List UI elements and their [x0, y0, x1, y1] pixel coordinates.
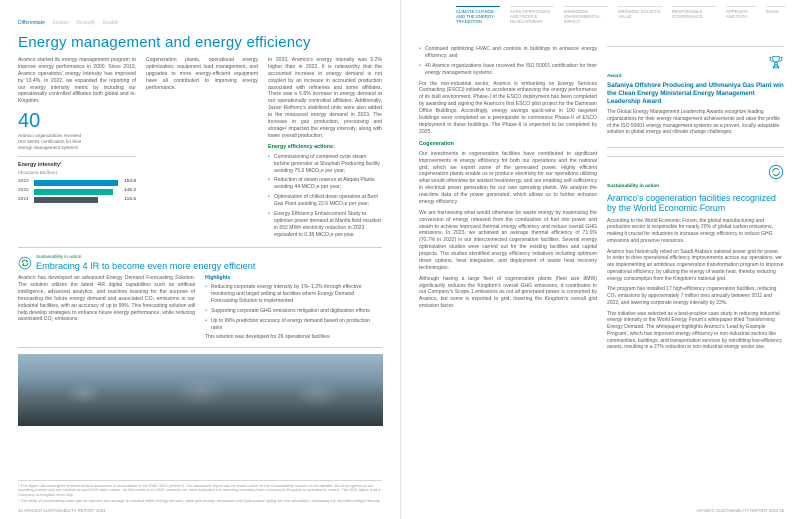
cog-para-3: Although having a large fleet of cogener…: [419, 276, 597, 310]
bar-val-2021: 116.6: [124, 197, 136, 203]
intro-columns: Aramco started its energy management pro…: [18, 57, 382, 241]
wef-p2: Aramco has historically relied on Saudi …: [607, 249, 784, 283]
crumb-diversify: Diversify: [76, 20, 95, 26]
intro-para-1: Aramco started its energy management pro…: [18, 57, 136, 105]
eff-bullet: Energy Efficiency Enhancement Study to o…: [274, 211, 382, 239]
footnote-2: ² The utility of compressing sales gas f…: [18, 499, 382, 504]
energy-intensity-chart: 2023 153.8 2022 146.2 2021 116.6: [18, 179, 136, 203]
page-title: Energy management and energy efficiency: [18, 33, 382, 53]
tab-basis[interactable]: BASIS: [766, 6, 786, 24]
eff-bullet: Commissioning of combined cycle steam tu…: [274, 154, 382, 175]
intro-para-3: In 2023, Aramco's energy intensity was 5…: [268, 57, 382, 140]
bar-year-2022: 2022: [18, 188, 34, 194]
tab-societal[interactable]: GROWING SOCIETAL VALUE: [618, 6, 662, 24]
feature-box: Sustainability in action Embracing 4 IR …: [18, 247, 382, 348]
trophy-icon: [768, 54, 784, 70]
cogeneration-heading: Cogeneration: [419, 141, 597, 148]
tab-appendix[interactable]: APPENDIX AND DATA: [726, 6, 756, 24]
crumb-enable: Enable: [103, 20, 119, 26]
bar-val-2023: 153.8: [124, 179, 136, 185]
tab-safe-ops[interactable]: SAFE OPERATIONS AND PEOPLE DEVELOPMENT: [510, 6, 554, 24]
eff-bullet: Reduction of steam reserve at Abqaiq Pla…: [274, 177, 382, 191]
highlight-bullet: Supporting corporate GHG emissions mitig…: [211, 308, 382, 315]
bignum-block: 40 Aramco organizations received ISO 500…: [18, 111, 136, 150]
eff-bullet: Optimization of chilled-down operation a…: [274, 194, 382, 208]
page-number-left: 34 ARAMCO SUSTAINABILITY REPORT 2023: [18, 508, 105, 514]
chart-subtitle: (thousand Btu/boe): [18, 170, 136, 176]
bar-year-2021: 2021: [18, 197, 34, 203]
r-bullet-2: 40 Aramco organizations have received th…: [425, 63, 597, 77]
chart-title: Energy intensity¹: [18, 162, 136, 169]
eff-heading: Energy efficiency actions:: [268, 144, 382, 151]
eff-bullets: Commissioning of combined cycle steam tu…: [268, 154, 382, 239]
r-bullet-1: Continued optimizing HVAC and controls i…: [425, 46, 597, 60]
tab-climate[interactable]: CLIMATE CHANGE AND THE ENERGY TRANSITION: [456, 6, 500, 24]
highlights-bullets: Reducing corporate energy intensity by 1…: [205, 284, 382, 331]
bar-year-2023: 2023: [18, 179, 34, 185]
award-title: Safaniya Offshore Producing and Uthmaniy…: [607, 82, 784, 105]
highlight-bullet: Reducing corporate energy intensity by 1…: [211, 284, 382, 305]
page-number-right: ARAMCO SUSTAINABILITY REPORT 2023 35: [696, 508, 784, 514]
bar-val-2022: 146.2: [124, 188, 136, 194]
wef-title: Aramco's cogeneration facilities recogni…: [607, 193, 784, 214]
sustainability-icon: [18, 256, 32, 270]
award-box: Award Safaniya Offshore Producing and Ut…: [607, 46, 784, 148]
r-para-1: For the non-industrial sector, Aramco is…: [419, 81, 597, 136]
right-page: CLIMATE CHANGE AND THE ENERGY TRANSITION…: [401, 0, 802, 519]
highlights-heading: Highlights: [205, 275, 382, 282]
intro-para-2: Cogeneration plants, operational energy …: [146, 57, 258, 91]
cog-para-1: Our investments in cogeneration faciliti…: [419, 151, 597, 206]
wef-eyebrow: Sustainability in action: [607, 184, 784, 190]
wef-p3: The program has installed 17 high-effici…: [607, 286, 784, 306]
bignum-caption: Aramco organizations received ISO 50001 …: [18, 133, 88, 150]
crumb-sustain: Sustain: [52, 20, 69, 26]
wef-p1: According to the World Economic Forum, t…: [607, 218, 784, 245]
feature-tail: This solution was developed for 26 opera…: [205, 334, 382, 341]
award-eyebrow: Award: [607, 74, 784, 80]
breadcrumb: Differentiate Sustain Diversify Enable: [18, 20, 382, 27]
feature-title: Embracing 4 IR to become even more energ…: [36, 261, 255, 272]
facility-photo: [18, 354, 383, 426]
footnotes: ¹ This figure has undergone external lim…: [18, 480, 382, 505]
left-page: Differentiate Sustain Diversify Enable E…: [0, 0, 401, 519]
wef-box: Sustainability in action Aramco's cogene…: [607, 156, 784, 351]
crumb-differentiate: Differentiate: [18, 20, 45, 26]
highlight-bullet: Up to 99% prediction accuracy of energy …: [211, 318, 382, 332]
award-body: The Global Energy Management Leadership …: [607, 109, 784, 136]
bignum-value: 40: [18, 111, 136, 131]
tab-env[interactable]: MINIMIZING ENVIRONMENTAL IMPACT: [564, 6, 608, 24]
top-tabs: CLIMATE CHANGE AND THE ENERGY TRANSITION…: [456, 6, 786, 24]
wef-p4: This initiative was selected as a best-p…: [607, 311, 784, 352]
cog-para-2: We are harnessing what would otherwise b…: [419, 210, 597, 272]
footnote-1: ¹ This figure has undergone external lim…: [18, 484, 382, 499]
feature-body: Aramco has developed an advanced Energy …: [18, 275, 195, 323]
sustainability-icon: [768, 164, 784, 180]
tab-governance[interactable]: RESPONSIBLE GOVERNANCE: [672, 6, 716, 24]
